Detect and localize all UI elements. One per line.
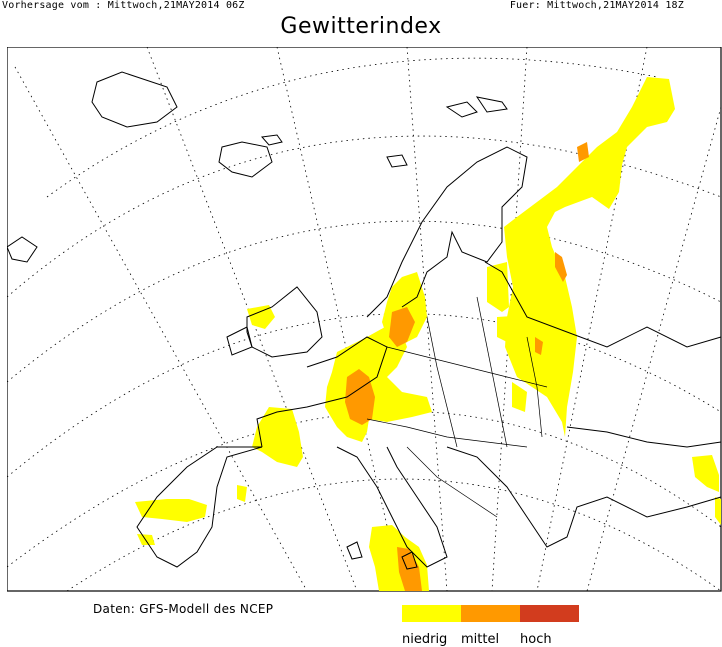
legend-swatch-medium: [461, 605, 520, 622]
legend-label-low: niedrig: [402, 632, 448, 647]
data-source-label: Daten: GFS-Modell des NCEP: [93, 602, 274, 616]
legend-label-medium: mittel: [461, 632, 500, 647]
legend-swatch-high: [520, 605, 579, 622]
parallel-line: [7, 135, 722, 298]
map-title: Gewitterindex: [280, 14, 442, 39]
meridian-line: [586, 106, 722, 592]
parallel-line: [46, 57, 658, 198]
coastlines: [7, 71, 722, 570]
map-frame: [7, 47, 722, 592]
thunderstorm-index-map: [7, 47, 722, 592]
parallel-line: [66, 478, 722, 592]
forecast-valid-label: Fuer: Mittwoch,21MAY2014 18Z: [509, 0, 684, 11]
area-low: [135, 77, 721, 591]
meridian-line: [536, 47, 648, 592]
forecast-run-label: Vorhersage vom : Mittwoch,21MAY2014 06Z: [2, 0, 245, 11]
country-borders: [366, 296, 548, 518]
meridian-line: [14, 66, 308, 592]
legend-label-high: hoch: [520, 632, 552, 647]
legend-swatch-low: [402, 605, 461, 622]
